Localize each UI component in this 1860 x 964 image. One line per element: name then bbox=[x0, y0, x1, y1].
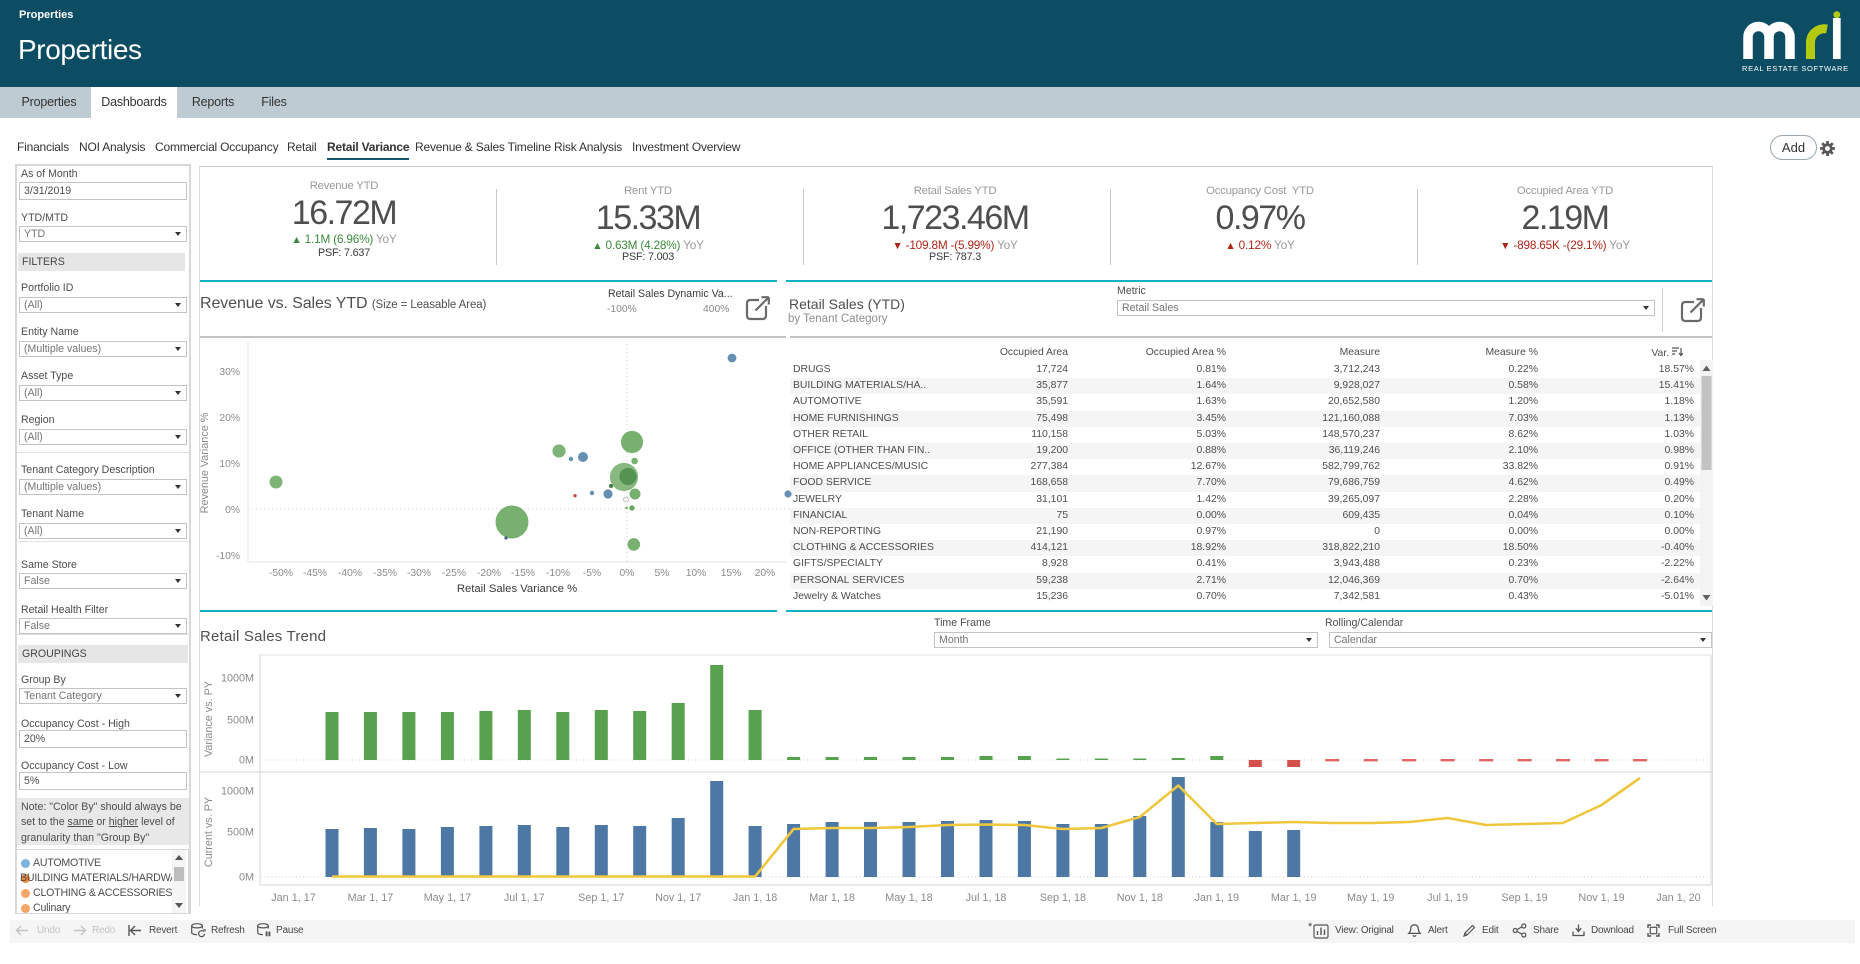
svg-text:Revenue Variance %: Revenue Variance % bbox=[200, 412, 211, 513]
svg-text:0%: 0% bbox=[225, 505, 240, 516]
svg-text:0M: 0M bbox=[239, 755, 254, 767]
svg-text:Nov 1, 17: Nov 1, 17 bbox=[655, 892, 701, 904]
svg-text:Nov 1, 18: Nov 1, 18 bbox=[1117, 892, 1163, 904]
svg-text:Jul 1, 18: Jul 1, 18 bbox=[966, 892, 1007, 904]
svg-text:Retail Sales Variance %: Retail Sales Variance % bbox=[457, 583, 577, 595]
svg-text:Sep 1, 17: Sep 1, 17 bbox=[578, 892, 624, 904]
svg-text:Mar 1, 18: Mar 1, 18 bbox=[809, 892, 855, 904]
svg-text:May 1, 18: May 1, 18 bbox=[885, 892, 932, 904]
svg-text:20%: 20% bbox=[219, 413, 240, 424]
svg-text:Jan 1, 17: Jan 1, 17 bbox=[271, 892, 315, 904]
svg-text:20%: 20% bbox=[755, 568, 776, 579]
svg-text:Mar 1, 19: Mar 1, 19 bbox=[1271, 892, 1317, 904]
svg-text:-10%: -10% bbox=[216, 551, 240, 562]
svg-text:15%: 15% bbox=[721, 568, 742, 579]
svg-text:REAL ESTATE SOFTWARE: REAL ESTATE SOFTWARE bbox=[1742, 64, 1849, 73]
svg-text:0M: 0M bbox=[239, 872, 254, 884]
svg-text:Jan 1, 18: Jan 1, 18 bbox=[733, 892, 777, 904]
svg-text:May 1, 19: May 1, 19 bbox=[1347, 892, 1394, 904]
svg-text:Sep 1, 18: Sep 1, 18 bbox=[1040, 892, 1086, 904]
svg-text:10%: 10% bbox=[219, 459, 240, 470]
svg-text:-15%: -15% bbox=[511, 568, 535, 579]
svg-text:Sep 1, 19: Sep 1, 19 bbox=[1501, 892, 1547, 904]
svg-text:-45%: -45% bbox=[303, 568, 327, 579]
svg-text:0%: 0% bbox=[620, 568, 635, 579]
svg-text:Jul 1, 17: Jul 1, 17 bbox=[504, 892, 545, 904]
svg-text:-10%: -10% bbox=[546, 568, 570, 579]
svg-text:Nov 1, 19: Nov 1, 19 bbox=[1578, 892, 1624, 904]
svg-text:-25%: -25% bbox=[442, 568, 466, 579]
svg-text:Current vs. PY: Current vs. PY bbox=[203, 797, 215, 867]
svg-text:-40%: -40% bbox=[338, 568, 362, 579]
svg-text:-50%: -50% bbox=[269, 568, 293, 579]
svg-text:-5%: -5% bbox=[583, 568, 601, 579]
svg-text:500M: 500M bbox=[227, 827, 254, 839]
svg-text:Jan 1, 19: Jan 1, 19 bbox=[1195, 892, 1239, 904]
svg-text:-35%: -35% bbox=[373, 568, 397, 579]
svg-text:10%: 10% bbox=[686, 568, 707, 579]
svg-text:1000M: 1000M bbox=[221, 786, 254, 798]
svg-text:Jul 1, 19: Jul 1, 19 bbox=[1427, 892, 1468, 904]
svg-text:Jan 1, 20: Jan 1, 20 bbox=[1656, 892, 1700, 904]
svg-text:-20%: -20% bbox=[477, 568, 501, 579]
svg-text:30%: 30% bbox=[219, 367, 240, 378]
svg-text:500M: 500M bbox=[227, 715, 254, 727]
svg-text:-30%: -30% bbox=[407, 568, 431, 579]
svg-text:Variance vs. PY: Variance vs. PY bbox=[203, 681, 215, 757]
svg-text:May 1, 17: May 1, 17 bbox=[424, 892, 471, 904]
svg-text:5%: 5% bbox=[655, 568, 670, 579]
svg-text:Mar 1, 17: Mar 1, 17 bbox=[348, 892, 394, 904]
svg-text:1000M: 1000M bbox=[221, 673, 254, 685]
